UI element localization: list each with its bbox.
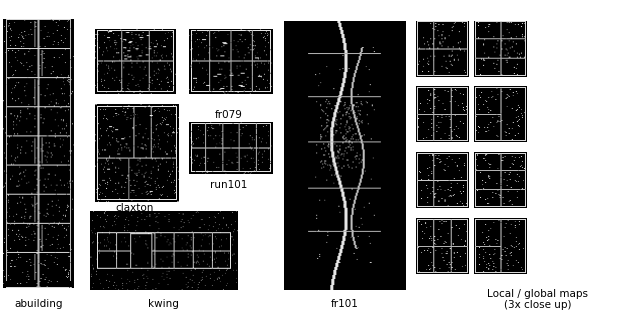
Text: kwing: kwing <box>148 299 179 309</box>
Text: fr101: fr101 <box>330 299 358 309</box>
Text: Local / global maps
(3x close up): Local / global maps (3x close up) <box>487 289 588 310</box>
Text: albert: albert <box>119 110 150 120</box>
Text: fr079: fr079 <box>215 110 243 120</box>
Text: abuilding: abuilding <box>14 299 63 309</box>
Text: claxton: claxton <box>115 203 154 213</box>
Text: run101: run101 <box>211 180 248 190</box>
